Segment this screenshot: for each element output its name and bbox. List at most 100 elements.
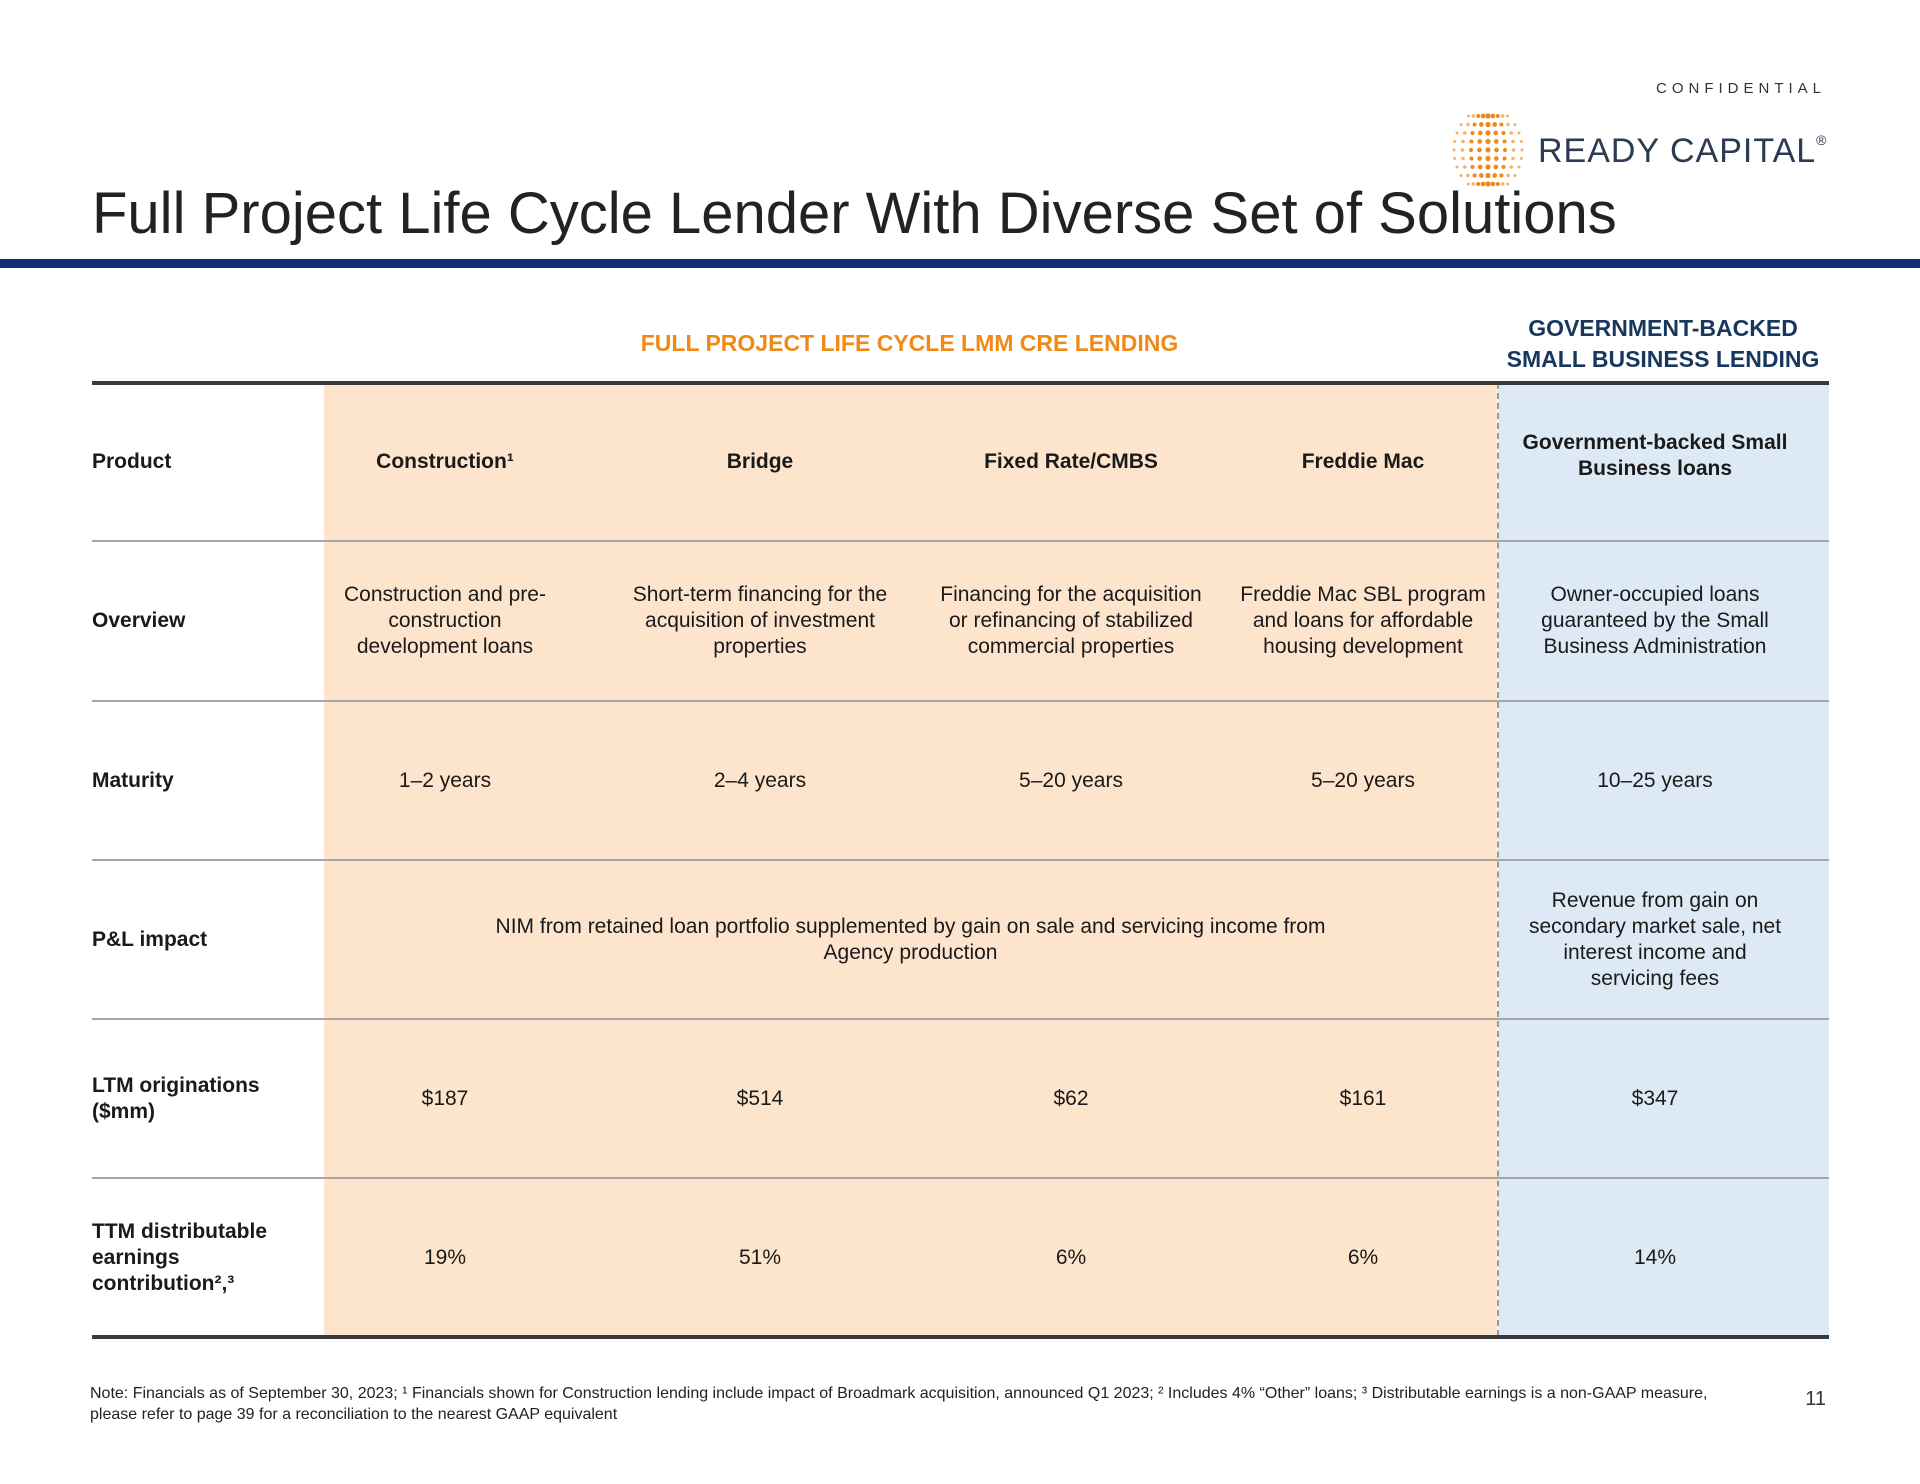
logo-dot <box>1472 122 1477 127</box>
logo-dot <box>1500 182 1505 186</box>
logo-dot <box>1490 181 1496 187</box>
logo-dot <box>1495 113 1500 119</box>
logo-dot <box>1485 164 1491 170</box>
ltm-fixed-rate: $62 <box>1053 1086 1089 1110</box>
table-row-ttm-earnings: TTM distributable earnings contribution²… <box>92 1178 1829 1337</box>
logo-dot <box>1492 122 1498 127</box>
logo-dot <box>1502 139 1507 144</box>
logo-dot <box>1519 140 1523 143</box>
logo-dot <box>1485 181 1491 187</box>
maturity-gov-backed: 10–25 years <box>1597 768 1713 792</box>
logo-dot <box>1478 122 1484 127</box>
ltm-construction: $187 <box>421 1086 469 1110</box>
logo-dot <box>1466 182 1470 186</box>
logo-dot <box>1477 164 1483 170</box>
table-row-overview: Overview Construction and pre-constructi… <box>92 541 1829 700</box>
row-label-pl-impact: P&L impact <box>92 927 208 951</box>
logo-dot <box>1513 174 1517 177</box>
logo-dot <box>1461 139 1465 144</box>
logo-dot <box>1485 121 1491 128</box>
logo-dot <box>1485 113 1491 119</box>
logo-dot <box>1478 173 1484 178</box>
row-label-product: Product <box>92 449 172 473</box>
footnote: Note: Financials as of September 30, 202… <box>90 1385 1708 1423</box>
product-gov-backed-sba: Government-backed Small Business loans <box>1522 431 1788 480</box>
logo-dot <box>1468 147 1474 153</box>
logo-dot <box>1466 122 1470 127</box>
logo-dot <box>1477 139 1483 144</box>
pl-impact-cre: NIM from retained loan portfolio supplem… <box>495 914 1326 964</box>
logo-dot <box>1506 122 1510 127</box>
overview-gov-backed: Owner-occupied loans guaranteed by the S… <box>1541 582 1769 658</box>
logo-dot <box>1493 164 1499 170</box>
logo-dot <box>1502 147 1508 153</box>
confidential-label: CONFIDENTIAL <box>1655 80 1826 97</box>
logo-dot <box>1461 156 1465 161</box>
gov-lending-group-header: GOVERNMENT-BACKED SMALL BUSINESS LENDING <box>1497 313 1829 375</box>
pl-impact-gov: Revenue from gain on secondary market sa… <box>1528 888 1782 990</box>
logo-dot <box>1485 130 1491 136</box>
row-label-ltm-originations: LTM originations ($mm) <box>92 1073 260 1123</box>
logo-dot <box>1517 165 1521 169</box>
row-label-overview: Overview <box>92 608 186 632</box>
logo-dot <box>1490 113 1496 119</box>
logo-dot <box>1520 148 1524 152</box>
logo-dot <box>1506 173 1510 178</box>
logo-dot <box>1459 174 1463 177</box>
registered-mark: ® <box>1816 132 1828 148</box>
table-row-product: Product Construction¹ Bridge Fixed Rate/… <box>92 382 1829 541</box>
logo-dot <box>1477 156 1483 161</box>
logo-dot <box>1452 148 1456 152</box>
logo-dot <box>1470 164 1475 170</box>
ttm-fixed-rate: 6% <box>1055 1245 1087 1269</box>
page-number: 11 <box>1805 1388 1826 1410</box>
logo-dot <box>1500 114 1505 118</box>
logo-dot <box>1492 173 1498 178</box>
row-divider <box>92 1177 1829 1179</box>
row-label-ttm-earnings: TTM distributable earnings contribution²… <box>92 1219 267 1295</box>
logo-dot <box>1501 130 1506 136</box>
logo-text: READY CAPITAL <box>1538 132 1817 170</box>
logo-dot <box>1470 130 1475 136</box>
logo-dot <box>1485 172 1491 179</box>
logo-dot <box>1509 131 1514 135</box>
logo-dot <box>1511 148 1516 152</box>
logo-dot <box>1502 156 1507 161</box>
logo-dot <box>1466 173 1470 178</box>
maturity-construction: 1–2 years <box>398 768 492 792</box>
logo-dot <box>1485 138 1491 145</box>
logo-dot <box>1480 181 1486 187</box>
overview-freddie-mac: Freddie Mac SBL program and loans for af… <box>1240 582 1486 658</box>
logo-dot <box>1517 131 1521 135</box>
cre-lending-group-header: FULL PROJECT LIFE CYCLE LMM CRE LENDING <box>640 330 1179 356</box>
logo-dot <box>1476 181 1481 187</box>
table-bottom-rule <box>92 1335 1829 1339</box>
logo-dot <box>1511 156 1515 161</box>
logo-dot <box>1462 165 1467 169</box>
page-title: Full Project Life Cycle Lender With Dive… <box>92 181 1617 246</box>
row-divider <box>92 1018 1829 1020</box>
ltm-freddie-mac: $161 <box>1339 1086 1387 1110</box>
gov-header-line2: SMALL BUSINESS LENDING <box>1506 346 1820 372</box>
logo-dot <box>1476 113 1481 119</box>
ttm-bridge: 51% <box>738 1245 782 1269</box>
logo-dot <box>1495 181 1500 187</box>
overview-construction: Construction and pre-construction develo… <box>344 582 546 658</box>
logo-dot <box>1493 130 1499 136</box>
table-row-maturity: Maturity 1–2 years 2–4 years 5–20 years … <box>92 701 1829 860</box>
ltm-gov-backed: $347 <box>1631 1086 1679 1110</box>
gov-header-line1: GOVERNMENT-BACKED <box>1528 315 1798 341</box>
logo-dot <box>1494 147 1499 153</box>
logo-dot <box>1477 147 1482 153</box>
product-freddie-mac: Freddie Mac <box>1301 449 1425 473</box>
logo-dot <box>1471 182 1476 186</box>
logo-dot <box>1511 139 1515 144</box>
logo-dot <box>1466 114 1470 118</box>
logo-dot <box>1472 173 1477 178</box>
logo-dot <box>1477 130 1483 136</box>
row-divider <box>92 700 1829 702</box>
logo-dot <box>1453 140 1457 143</box>
ttm-freddie-mac: 6% <box>1347 1245 1379 1269</box>
product-bridge: Bridge <box>726 449 794 473</box>
logo-dot <box>1506 182 1510 186</box>
